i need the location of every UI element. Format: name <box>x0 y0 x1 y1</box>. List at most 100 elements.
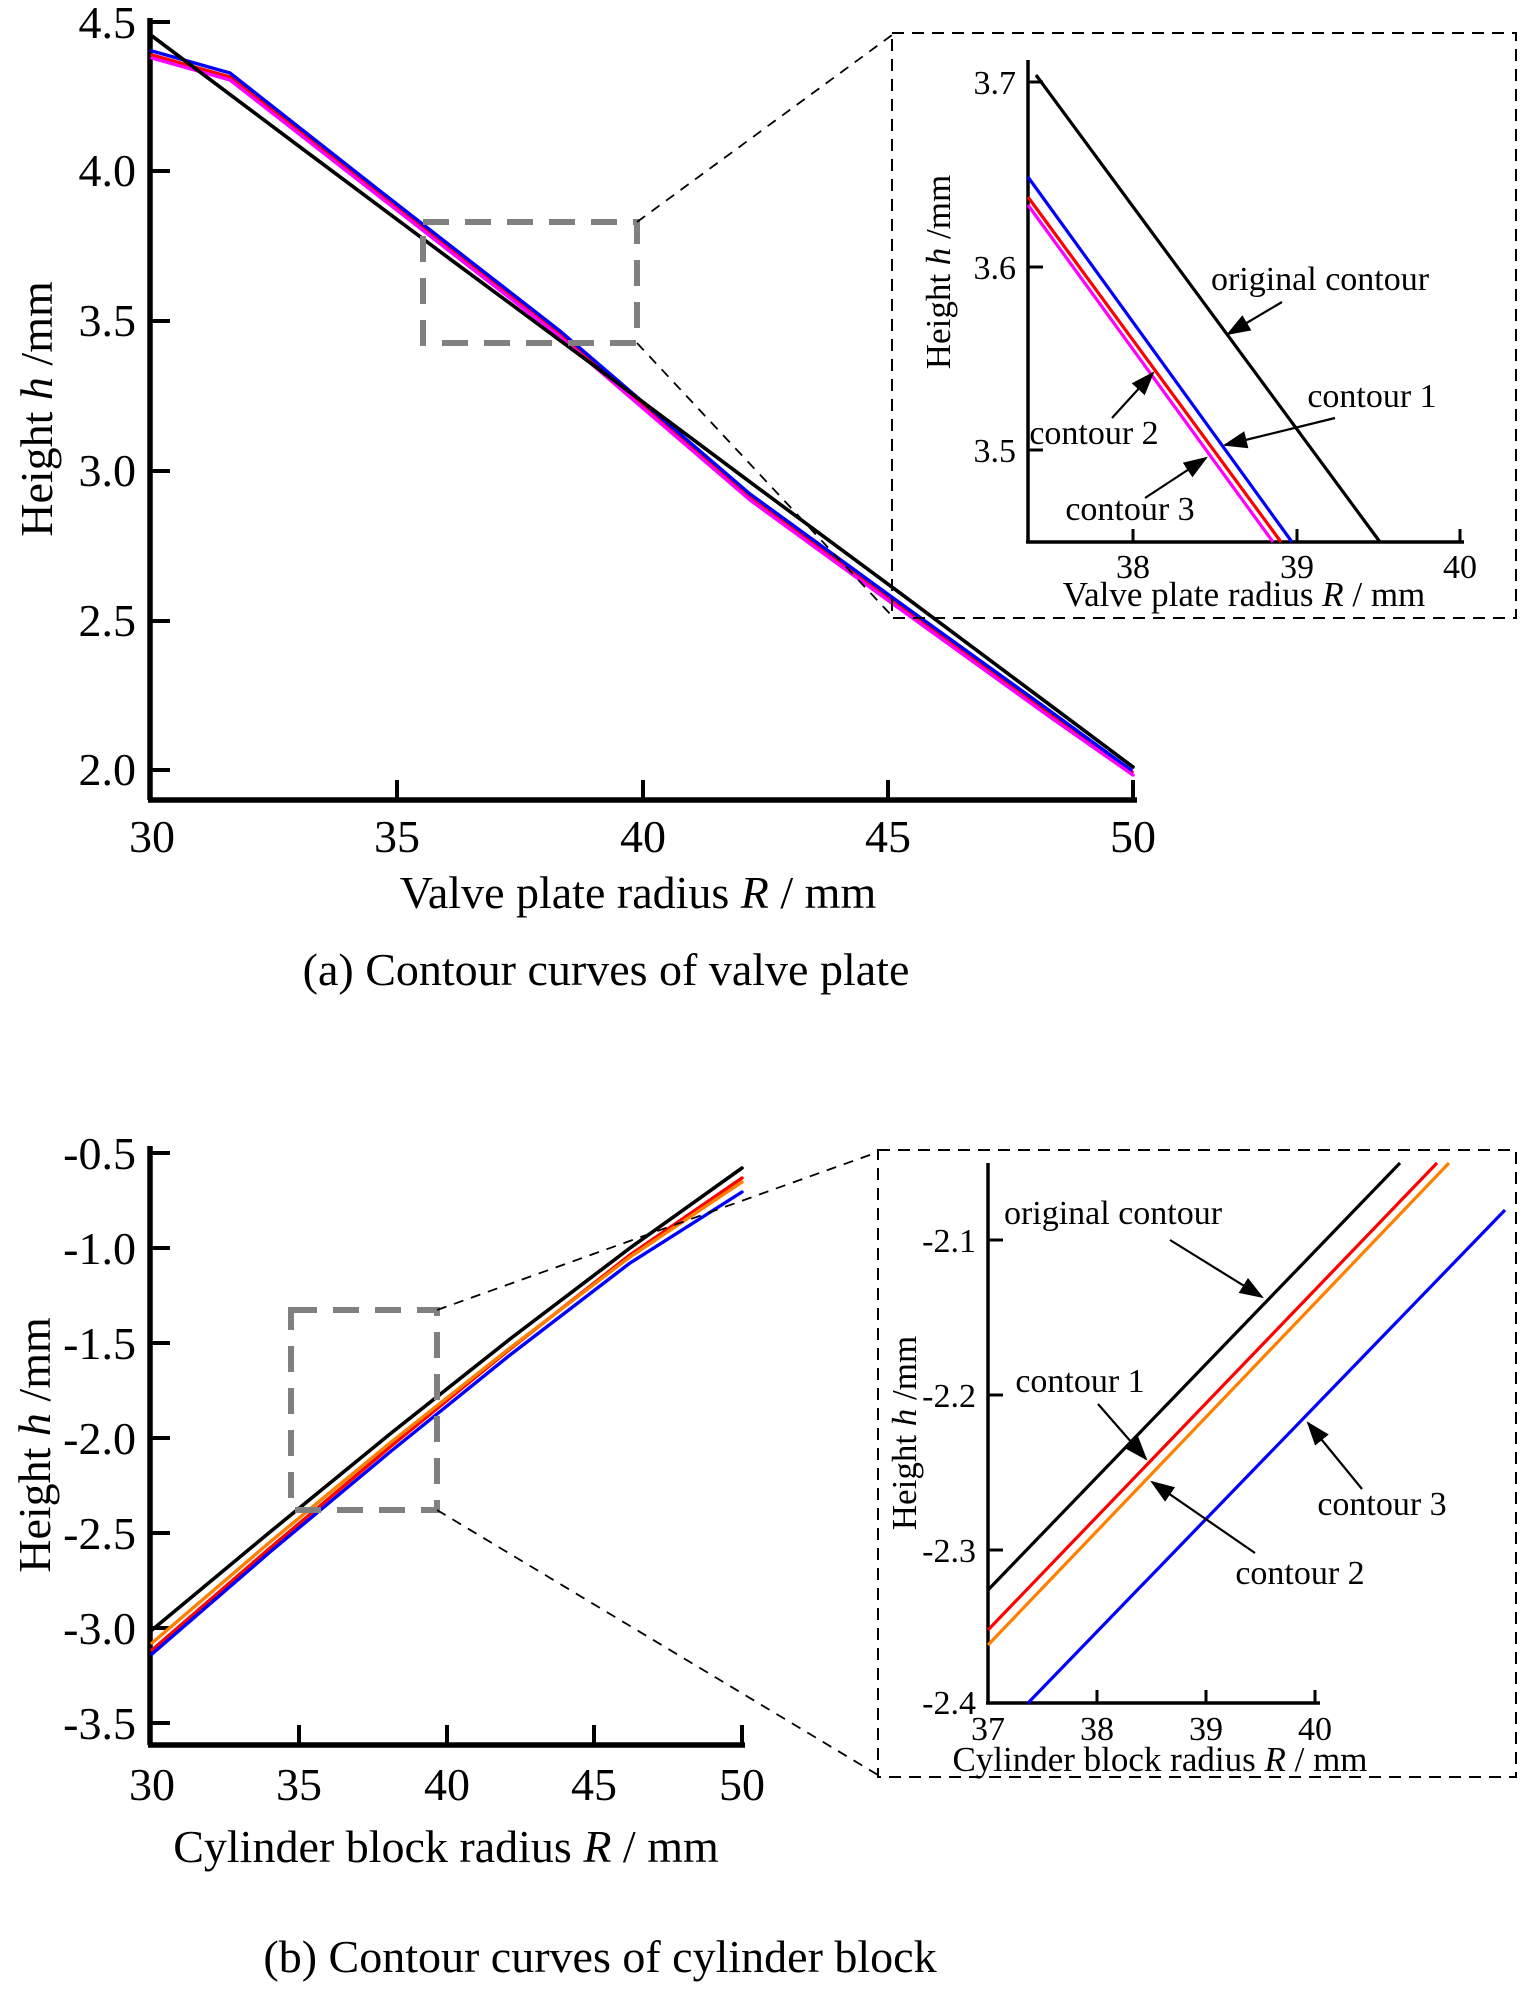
annotation-arrow <box>1111 371 1155 419</box>
tick-label: 30 <box>129 1759 175 1810</box>
panel-b-inset-y-ticks <box>988 1238 1003 1552</box>
tick-label: -2.3 <box>922 1533 976 1570</box>
annotation-contour-3: contour 3 <box>1065 491 1194 528</box>
panel-b-zoom-connector-top <box>436 1151 879 1311</box>
tick-label: 38 <box>1080 1711 1114 1748</box>
annotation-arrow <box>1097 1403 1148 1461</box>
panel-a-inset-line-contour-1 <box>1026 176 1294 543</box>
tick-label: 40 <box>620 811 666 862</box>
panel-a-inset-border <box>891 32 1517 619</box>
panel-a-curve-contour-1 <box>150 49 1133 772</box>
annotation-arrow <box>1144 456 1208 499</box>
tick-label: -0.5 <box>63 1128 136 1179</box>
tick-label: 39 <box>1189 1711 1223 1748</box>
tick-label: 45 <box>865 811 911 862</box>
panel-a-main-chart: 4.5 4.0 3.5 3.0 2.5 2.0 30 35 40 45 50 H… <box>11 0 1156 918</box>
tick-label: 50 <box>719 1759 765 1810</box>
annotation-original-contour: original contour <box>1211 261 1430 298</box>
panel-b-inset-line-contour-1 <box>986 1161 1439 1632</box>
panel-b-inset-x-axis-label: Cylinder block radius R / mm <box>952 1740 1367 1779</box>
tick-label: 40 <box>1443 549 1477 586</box>
panel-b-curve-contour-1 <box>150 1176 744 1652</box>
panel-b-x-ticks <box>297 1725 744 1745</box>
panel-a-x-axis-label: Valve plate radius R / mm <box>400 867 877 918</box>
panel-a-inset: 3.7 3.6 3.5 38 39 40 Height h /mm Valve … <box>891 32 1517 619</box>
tick-label: -2.2 <box>922 1378 976 1415</box>
panel-b-inset-line-contour-2 <box>986 1161 1451 1647</box>
panel-b-caption: (b) Contour curves of cylinder block <box>263 1931 936 1982</box>
tick-label: -3.5 <box>63 1698 136 1749</box>
tick-label: -2.1 <box>922 1223 976 1260</box>
panel-a-inset-x-ticks <box>1131 529 1462 542</box>
annotation-contour-2: contour 2 <box>1235 1555 1364 1592</box>
tick-label: 2.0 <box>79 744 137 795</box>
panel-b-inset-line-contour-3 <box>1026 1208 1507 1705</box>
panel-a-y-ticks <box>150 20 170 772</box>
annotation-contour-2: contour 2 <box>1029 415 1158 452</box>
panel-a-inset-y-axis-label: Height h /mm <box>919 175 958 369</box>
panel-a-zoom-connector-bottom <box>636 342 893 617</box>
tick-label: 3.5 <box>974 433 1017 470</box>
panel-b-y-ticks <box>150 1151 170 1725</box>
tick-label: 40 <box>1298 1711 1332 1748</box>
panel-a-inset-x-axis-label: Valve plate radius R / mm <box>1063 575 1426 614</box>
panel-b-y-axis-label: Height h /mm <box>9 1317 60 1573</box>
panel-a-curve-original <box>150 34 1135 769</box>
tick-label: 40 <box>424 1759 470 1810</box>
panel-a-inset-line-original <box>1034 74 1382 543</box>
panel-a-curve-contour-2 <box>150 53 1134 774</box>
tick-label: 2.5 <box>79 595 137 646</box>
annotation-arrow <box>1150 1480 1256 1554</box>
annotation-arrow <box>1169 1239 1264 1299</box>
tick-label: -2.5 <box>63 1508 136 1559</box>
annotation-contour-3: contour 3 <box>1317 1486 1446 1523</box>
tick-label: -1.0 <box>63 1223 136 1274</box>
tick-label: -2.0 <box>63 1413 136 1464</box>
panel-b-inset: -2.1 -2.2 -2.3 -2.4 37 38 39 40 Height h… <box>877 1149 1517 1779</box>
tick-label: -2.4 <box>922 1685 976 1722</box>
panel-a-inset-y-ticks <box>1028 80 1043 452</box>
annotation-arrow <box>1306 1421 1363 1490</box>
panel-b-main-chart: -0.5 -1.0 -1.5 -2.0 -2.5 -3.0 -3.5 30 35… <box>9 1128 879 1872</box>
tick-label: -3.0 <box>63 1603 136 1654</box>
panel-a-y-axis-label: Height h /mm <box>11 281 62 537</box>
tick-label: 3.6 <box>974 250 1017 287</box>
annotation-original-contour: original contour <box>1004 1195 1223 1232</box>
panel-b-inset-axes <box>986 1163 1320 1705</box>
panel-b-curve-contour-2 <box>150 1180 744 1645</box>
annotation-arrow <box>1222 416 1336 449</box>
annotation-contour-1: contour 1 <box>1015 1363 1144 1400</box>
tick-label: 39 <box>1280 549 1314 586</box>
panel-b-zoom-box <box>288 1307 440 1513</box>
panel-a-zoom-connector-top <box>636 34 893 223</box>
tick-label: 38 <box>1116 549 1150 586</box>
panel-a-x-ticks <box>395 780 1135 800</box>
annotation-contour-1: contour 1 <box>1307 378 1436 415</box>
panel-b-inset-x-ticks <box>1095 1690 1317 1703</box>
panel-a-inset-axes <box>1026 60 1464 544</box>
panel-b-curve-contour-3 <box>150 1190 744 1656</box>
panel-b-inset-y-axis-label: Height h /mm <box>885 1336 924 1530</box>
tick-label: 3.0 <box>79 445 137 496</box>
panel-b-inset-line-original <box>986 1161 1402 1592</box>
panel-a-curve-contour-3 <box>150 56 1135 777</box>
panel-b-zoom-connector-bottom <box>436 1509 879 1776</box>
tick-label: 35 <box>374 811 420 862</box>
tick-label: 50 <box>1110 811 1156 862</box>
panel-a-inset-line-contour-2 <box>1026 196 1283 543</box>
tick-label: 4.5 <box>79 0 137 48</box>
annotation-arrow <box>1226 301 1283 336</box>
tick-label: -1.5 <box>63 1318 136 1369</box>
tick-label: 3.5 <box>79 295 137 346</box>
panel-a-caption: (a) Contour curves of valve plate <box>303 944 910 995</box>
tick-label: 35 <box>276 1759 322 1810</box>
tick-label: 3.7 <box>974 65 1017 102</box>
panel-b-inset-border <box>877 1149 1517 1778</box>
tick-label: 37 <box>971 1711 1005 1748</box>
tick-label: 45 <box>571 1759 617 1810</box>
panel-b-x-axis-label: Cylinder block radius R / mm <box>173 1821 719 1872</box>
tick-label: 4.0 <box>79 145 137 196</box>
tick-label: 30 <box>129 811 175 862</box>
